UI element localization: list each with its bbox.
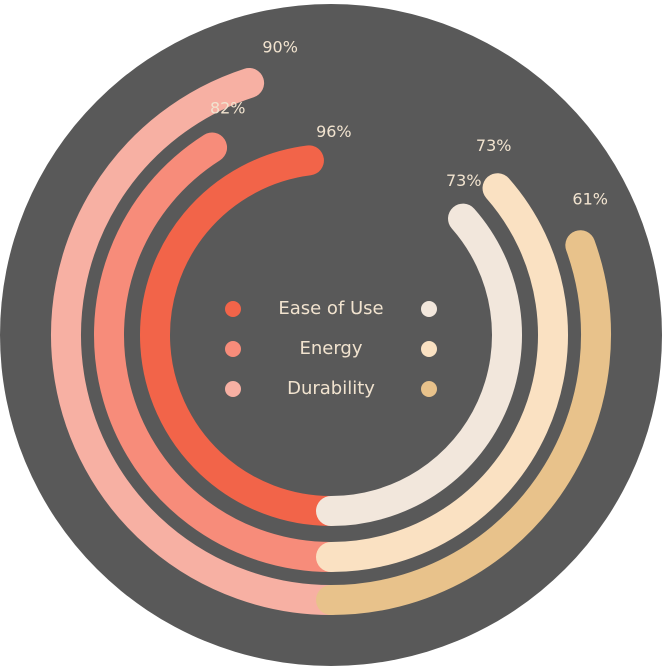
- value-label-left-energy: 82%: [210, 98, 246, 117]
- value-label-right-durability: 61%: [572, 189, 608, 208]
- legend-swatch-left-ease-of-use: [225, 301, 241, 317]
- legend-row-ease-of-use: Ease of Use: [225, 299, 437, 319]
- arc-right-durability: [316, 230, 611, 615]
- arc-left-durability: [51, 67, 346, 615]
- arc-right-energy: [316, 173, 568, 572]
- value-label-right-energy: 73%: [476, 136, 512, 155]
- legend-swatch-right-ease-of-use: [421, 301, 437, 317]
- arc-right-ease-of-use: [316, 203, 522, 526]
- value-label-left-ease-of-use: 96%: [316, 122, 352, 141]
- arc-left-energy: [94, 132, 346, 572]
- legend-label-durability: Durability: [287, 378, 375, 399]
- legend-swatch-left-energy: [225, 341, 241, 357]
- legend-swatch-left-durability: [225, 381, 241, 397]
- legend-label-ease-of-use: Ease of Use: [278, 298, 384, 319]
- arc-left-ease-of-use: [140, 145, 346, 526]
- value-label-left-durability: 90%: [262, 37, 298, 56]
- legend-row-durability: Durability: [225, 379, 437, 399]
- legend-swatch-right-durability: [421, 381, 437, 397]
- legend-row-energy: Energy: [225, 339, 437, 359]
- legend-swatch-right-energy: [421, 341, 437, 357]
- value-label-right-ease-of-use: 73%: [446, 171, 482, 190]
- legend-label-energy: Energy: [299, 338, 363, 359]
